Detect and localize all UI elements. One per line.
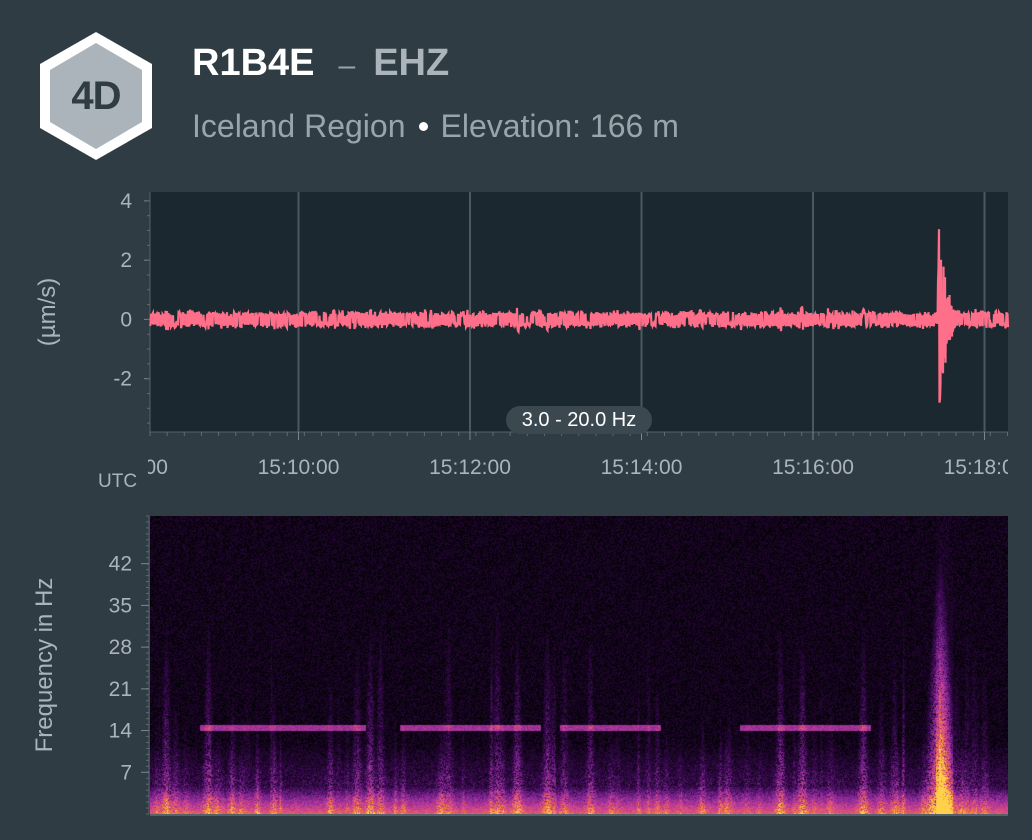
waveform-x-tick-label: 15:14:00 [601,456,683,479]
spectrogram-y-tick-label: 7 [120,761,132,784]
station-code: R1B4E [192,42,315,84]
spectrogram-heatmap [150,516,1008,814]
title-row: R1B4E – EHZ [192,42,449,92]
waveform-series-line [148,229,1010,403]
elevation-label: Elevation: 166 m [440,108,679,144]
waveform-y-tick-label: 0 [120,308,132,331]
dot-separator-icon [419,122,429,131]
waveform-x-tick-label: 15:12:00 [429,456,511,479]
waveform-y-tick-label: -2 [113,368,132,391]
logo-label: 4D [71,73,121,118]
hexagon-icon [40,32,152,160]
station-logo: 4D [40,32,152,160]
spectrogram-y-tick-label: 21 [109,678,132,701]
waveform-x-tick-label: 15:08:00 [86,456,168,479]
waveform-x-tick-label: 15:16:00 [772,456,854,479]
spectrogram-chart: 42 35 28 21 14 7 Frequency in Hz [31,515,1008,816]
spectrogram-y-tick-label: 14 [109,720,133,743]
title-separator: – [338,49,356,82]
spectrogram-y-tick-label: 42 [109,553,132,576]
channel-code: EHZ [373,42,450,84]
waveform-x-tick-label: 15:18:00 [944,456,1026,479]
waveform-y-tick-label: 4 [120,190,132,213]
subtitle-row: Iceland Region Elevation: 166 m [192,108,679,145]
waveform-chart: 4 2 0 -2 15:08:00 15:10:00 15:12:00 15:14:00 15… [34,190,1026,492]
waveform-y-tick-label: 2 [120,249,132,272]
region-label: Iceland Region [192,108,406,144]
waveform-x-tick-label: 15:10:00 [258,456,340,479]
spectrogram-y-tick-label: 28 [109,636,132,659]
filter-badge-label: 3.0 - 20.0 Hz [522,409,637,431]
waveform-y-axis-label: (µm/s) [34,278,61,346]
filter-badge: 3.0 - 20.0 Hz [506,406,652,434]
waveform-x-axis-label: UTC [98,471,137,492]
station-header: 4D R1B4E – EHZ Iceland Region Elevation:… [0,0,1032,180]
spectrogram-y-axis-label: Frequency in Hz [31,578,58,753]
spectrogram-y-tick-label: 35 [109,594,132,617]
